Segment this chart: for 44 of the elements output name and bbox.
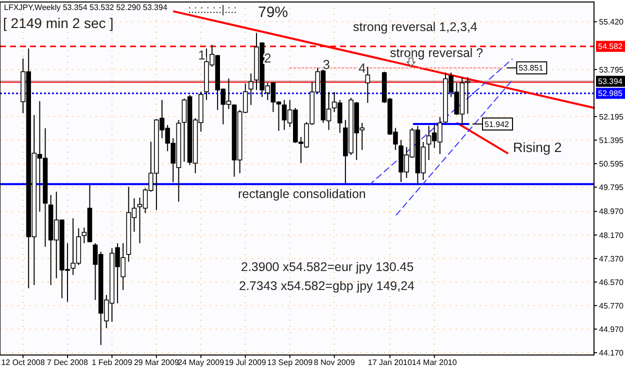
annotation: 1	[198, 48, 206, 62]
annotation: 53.851	[518, 64, 544, 73]
x-tick-label: 1 Feb 2009	[92, 358, 133, 367]
y-tick-label: 44.970	[599, 324, 624, 334]
y-tick-label: 45.770	[599, 301, 624, 310]
x-tick-label: 8 Nov 2009	[314, 358, 356, 367]
annotation: strong reversal ?	[390, 46, 484, 60]
x-tick-label: 13 Sep 2009	[267, 358, 314, 367]
annotation: 51.942	[484, 120, 510, 129]
y-tick-label: 48.970	[599, 207, 624, 216]
annotation: Rising 2	[513, 140, 562, 155]
y-tick-label: 53.795	[599, 65, 624, 74]
x-tick-label: 24 May 2009	[178, 358, 225, 367]
chart-title: LFXJPY,Weekly 53.354 53.532 52.290 53.394	[4, 3, 168, 12]
candlestick	[365, 66, 370, 104]
x-tick-label: 17 Jan 2010	[368, 358, 412, 367]
x-tick-label: 12 Oct 2008	[1, 358, 46, 367]
y-tick-label: 49.795	[599, 182, 624, 192]
annotation: :.:.:.:.:.:|.:.:	[188, 4, 237, 16]
ref-line-label: 54.582	[598, 42, 624, 52]
x-tick-label: 19 Jul 2009	[224, 358, 267, 367]
y-tick-label: 44.170	[599, 348, 624, 358]
annotation: [ 2149 min 2 sec ]	[3, 15, 114, 31]
x-tick-label: 7 Dec 2008	[47, 358, 89, 367]
y-tick-label: 50.595	[599, 159, 624, 168]
x-tick-label: 14 Mar 2010	[412, 358, 458, 367]
y-tick-label: 52.195	[599, 112, 624, 122]
annotation: 4	[358, 60, 366, 76]
y-tick-label: 48.170	[599, 230, 624, 240]
annotation: 3	[322, 56, 330, 72]
candlestick	[248, 72, 254, 106]
y-tick-label: 51.395	[599, 136, 624, 145]
annotation: strong reversal 1,2,3,4	[353, 20, 478, 34]
annotation: 2.7343 x54.582=gbp jpy 149,24	[239, 279, 415, 293]
y-tick-label: 47.370	[599, 254, 624, 264]
ref-line-label: 53.394	[598, 77, 624, 86]
annotation: 2	[264, 50, 272, 66]
y-tick-label: 55.420	[599, 18, 624, 27]
y-tick-label: 46.570	[599, 278, 624, 287]
ref-line-label: 52.985	[598, 89, 624, 98]
annotation: 79%	[258, 4, 288, 21]
annotation: 2.3900 x54.582=eur jpy 130.45	[241, 260, 414, 274]
annotation: rectangle consolidation	[238, 187, 366, 201]
x-tick-label: 29 Mar 2009	[134, 358, 180, 367]
